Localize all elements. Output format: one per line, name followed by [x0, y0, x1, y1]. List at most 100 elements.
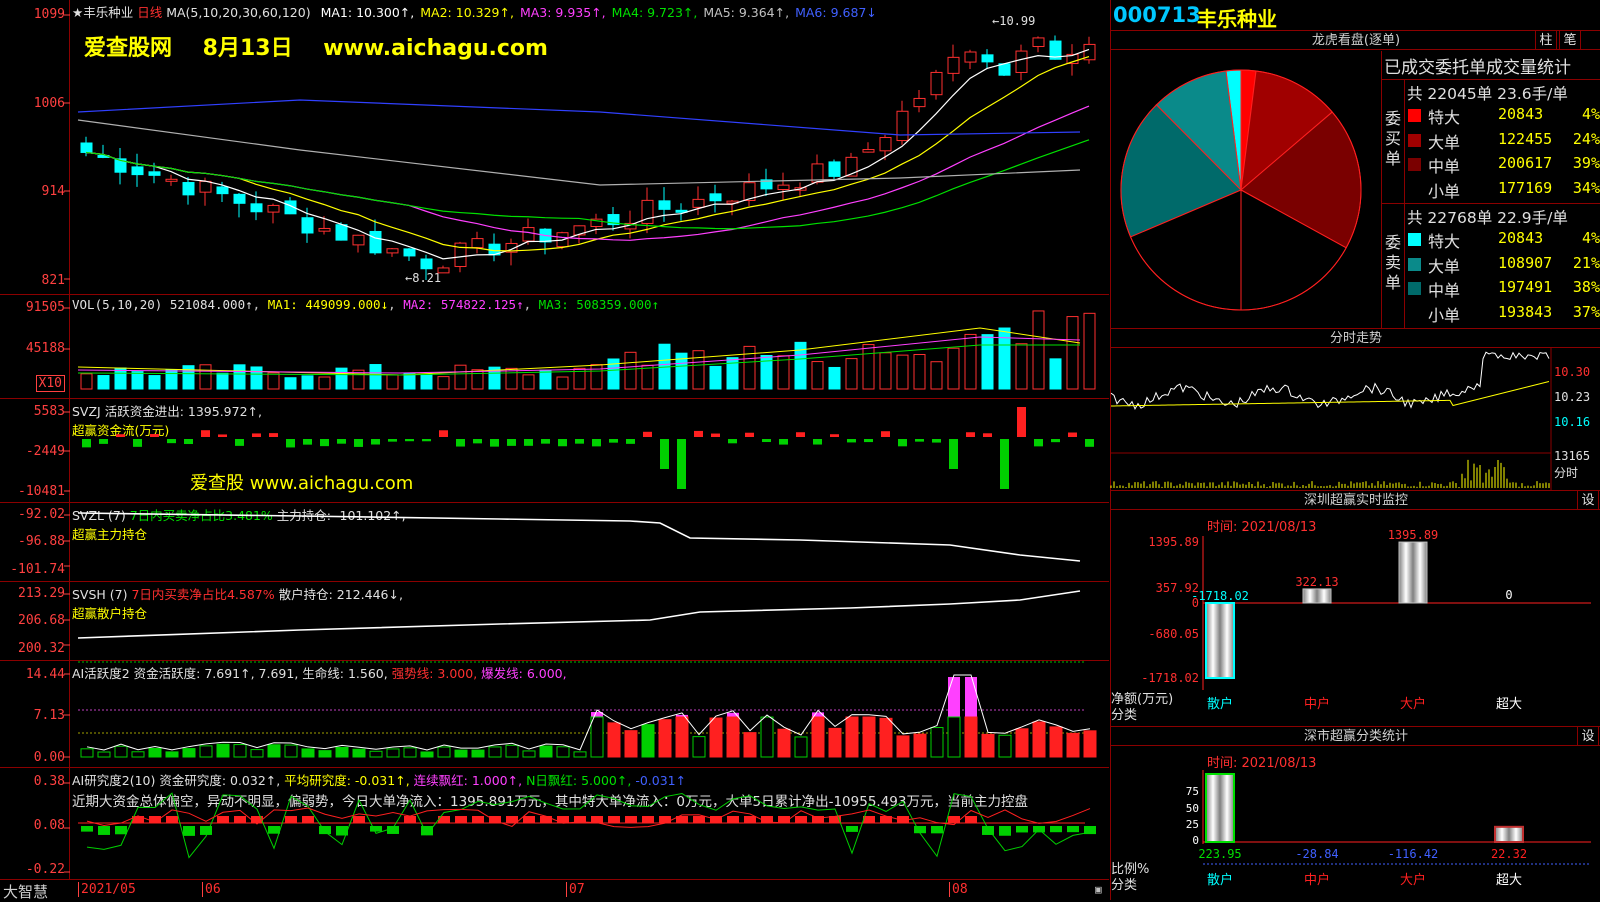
candle [336, 225, 347, 240]
svzl-chart[interactable] [0, 503, 1109, 582]
intraday-panel[interactable]: 分时走势 10.30 10.23 10.16 13165 分时 [1110, 328, 1600, 490]
kline-panel[interactable]: 1099 1006 914 821 ★丰乐种业 日线 MA(5,10,20,30… [0, 0, 1109, 295]
active-bar [608, 723, 620, 757]
volume-bar [965, 334, 976, 389]
row-pct: 24% [1573, 130, 1600, 148]
pen-mode-button[interactable]: 笔 [1559, 30, 1581, 50]
active-bar [795, 737, 807, 757]
volume-bar [166, 370, 177, 389]
flow-bar [303, 439, 312, 445]
intraday-y-label: 10.30 [1554, 365, 1590, 379]
flow-bar [898, 439, 907, 446]
flow-bar [320, 439, 329, 446]
volume-panel[interactable]: 91505 45188 X10 VOL(5,10,20) 521084.000↑… [0, 295, 1109, 399]
research-bar [693, 816, 705, 823]
ai-active-panel[interactable]: 14.44 7.13 0.00 AI活跃度2 资金活跃度: 7.691↑, 7.… [0, 661, 1109, 768]
active-bar [1016, 729, 1028, 757]
research-line [87, 793, 1090, 857]
intraday-price-line [1111, 352, 1549, 409]
active-bar [812, 717, 824, 757]
active-bar [676, 717, 688, 757]
buy-label: 委买单 [1385, 109, 1403, 169]
volume-bar [880, 353, 891, 389]
class-y-label: 75 [1186, 785, 1199, 798]
legend-swatch [1408, 282, 1421, 295]
flow-bar [235, 439, 244, 446]
flow-bar [184, 439, 193, 444]
candle [1033, 38, 1044, 47]
candle [166, 179, 177, 181]
ai-active-chart[interactable] [0, 661, 1109, 768]
ai-research-chart[interactable] [0, 768, 1109, 880]
dragon-panel: 龙虎看盘(逐单) 柱 笔 已成交委托单成交量统计 委买单 委卖单 共 22045… [1110, 30, 1600, 328]
candle [897, 111, 908, 140]
research-bar [608, 816, 620, 823]
flow-bar [915, 439, 924, 442]
svsh-panel[interactable]: 213.29 206.68 200.32 SVSH (7) 7日内买卖净占比4.… [0, 582, 1109, 661]
active-bar [132, 752, 144, 757]
candle [149, 172, 160, 176]
legend-swatch [1408, 134, 1421, 147]
volume-bar [693, 351, 704, 389]
flow-bar [116, 434, 125, 437]
active-bar [166, 752, 178, 757]
ma6-line [78, 100, 1080, 135]
bar-mode-button[interactable]: 柱 [1535, 30, 1557, 50]
row-name: 大单 [1428, 129, 1460, 153]
volume-bar [982, 335, 993, 389]
svsh-chart[interactable] [0, 582, 1109, 661]
volume-bar [744, 346, 755, 389]
volume-bar [1033, 311, 1044, 389]
class-value-label: 223.95 [1198, 847, 1241, 861]
flow-bar [1051, 439, 1060, 442]
active-bar [982, 734, 994, 757]
volume-chart[interactable] [0, 295, 1109, 399]
row-value: 193843 [1498, 303, 1552, 321]
sell-total: 共 22768单 22.9手/单 [1407, 206, 1568, 228]
ma3-line [86, 106, 1089, 240]
candle [914, 98, 925, 106]
row-pct: 4% [1582, 105, 1600, 123]
monitor-y-label: -1718.02 [1141, 671, 1199, 685]
active-bar [183, 749, 195, 757]
svzj-panel[interactable]: 5583 -2449 -10481 SVZJ 活跃资金进出: 1395.972↑… [0, 399, 1109, 503]
ai-research-panel[interactable]: 0.38 0.08 -0.22 AI研究度2(10) 资金研究度: 0.032↑… [0, 768, 1109, 880]
active-bar [217, 744, 229, 757]
active-bar [948, 717, 960, 757]
sz-monitor-chart[interactable]: 1395.89357.920-680.05-1718.02-1718.02散户3… [1111, 490, 1600, 726]
active-bar [200, 746, 212, 757]
monitor-value-label: 1395.89 [1388, 528, 1439, 542]
volume-bar [540, 370, 551, 389]
svzl-panel[interactable]: -92.02 -96.88 -101.74 SVZL (7) 7日内买卖净占比3… [0, 503, 1109, 582]
monitor-category: 中户 [1304, 696, 1330, 712]
active-bar [81, 749, 93, 757]
row-name: 特大 [1428, 228, 1460, 252]
active-bar [421, 752, 433, 757]
volume-bar [1067, 317, 1078, 389]
active-bar [149, 748, 161, 757]
flow-bar [133, 439, 142, 447]
lock-icon[interactable]: ▣ [1095, 883, 1102, 896]
volume-bar [98, 376, 109, 389]
dragon-pie-chart[interactable] [1111, 50, 1371, 328]
research-bar [81, 826, 93, 832]
research-bar [302, 816, 314, 823]
candle [948, 57, 959, 73]
volume-bar [421, 374, 432, 389]
intraday-chart[interactable] [1111, 328, 1600, 490]
research-bar [642, 816, 654, 823]
active-bar [999, 735, 1011, 757]
brand-label[interactable]: 大智慧 [3, 881, 48, 902]
flow-bar [626, 439, 635, 444]
svzj-chart[interactable] [0, 399, 1109, 503]
candle [268, 205, 279, 212]
candle [370, 231, 381, 252]
flow-bar [337, 439, 346, 444]
volume-bar [591, 365, 602, 389]
kline-chart[interactable] [0, 0, 1109, 295]
monitor-y-label: -680.05 [1148, 627, 1199, 641]
row-value: 20843 [1498, 229, 1543, 247]
